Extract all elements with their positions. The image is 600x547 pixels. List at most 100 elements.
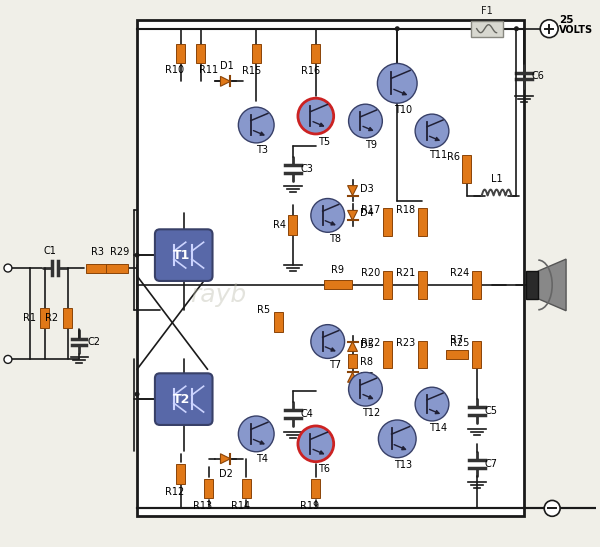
- Circle shape: [4, 264, 12, 272]
- Bar: [472, 271, 481, 299]
- Bar: [204, 479, 213, 498]
- Circle shape: [395, 26, 400, 31]
- Bar: [446, 350, 468, 359]
- Text: R19: R19: [300, 502, 319, 511]
- Text: T8: T8: [329, 234, 341, 245]
- Bar: [176, 44, 185, 63]
- Polygon shape: [220, 77, 230, 86]
- Circle shape: [474, 282, 479, 287]
- Circle shape: [238, 107, 274, 143]
- Text: C7: C7: [485, 459, 497, 469]
- Circle shape: [415, 387, 449, 421]
- Bar: [383, 208, 392, 236]
- Polygon shape: [347, 341, 358, 352]
- Bar: [418, 208, 427, 236]
- Bar: [383, 271, 392, 299]
- Circle shape: [377, 63, 417, 103]
- Bar: [274, 312, 283, 331]
- Circle shape: [419, 352, 425, 357]
- Text: R5: R5: [257, 305, 270, 315]
- Circle shape: [311, 199, 344, 232]
- Bar: [311, 479, 320, 498]
- Circle shape: [238, 416, 274, 452]
- Circle shape: [134, 253, 140, 258]
- Text: T6: T6: [318, 464, 330, 474]
- Text: T2: T2: [173, 393, 190, 406]
- Polygon shape: [538, 259, 566, 311]
- Text: T3: T3: [256, 145, 268, 155]
- Polygon shape: [220, 454, 230, 464]
- Text: 25: 25: [559, 15, 574, 25]
- Circle shape: [349, 373, 382, 406]
- Bar: [196, 44, 205, 63]
- Text: R3: R3: [91, 247, 104, 257]
- Text: R23: R23: [396, 337, 415, 347]
- Circle shape: [298, 98, 334, 134]
- Circle shape: [544, 501, 560, 516]
- Bar: [176, 464, 185, 484]
- Text: VOLTS: VOLTS: [559, 25, 593, 34]
- Text: C5: C5: [485, 406, 497, 416]
- Polygon shape: [347, 211, 358, 220]
- Bar: [418, 341, 427, 368]
- Circle shape: [4, 356, 12, 363]
- Text: R29: R29: [110, 247, 129, 257]
- Text: R11: R11: [199, 66, 218, 75]
- Text: T7: T7: [329, 360, 341, 370]
- Text: F1: F1: [481, 6, 493, 16]
- Polygon shape: [347, 373, 358, 382]
- Text: T1: T1: [173, 249, 190, 261]
- Bar: [40, 308, 49, 328]
- Text: C3: C3: [301, 164, 314, 174]
- Text: R24: R24: [451, 268, 470, 278]
- FancyBboxPatch shape: [155, 229, 212, 281]
- Text: R16: R16: [301, 66, 320, 77]
- Text: T10: T10: [394, 105, 412, 115]
- Text: R1: R1: [23, 313, 36, 323]
- Text: R22: R22: [361, 337, 380, 347]
- FancyBboxPatch shape: [155, 373, 212, 425]
- Circle shape: [134, 392, 140, 397]
- Text: R7: R7: [450, 335, 463, 345]
- Bar: [137, 20, 524, 516]
- Circle shape: [385, 352, 390, 357]
- Bar: [106, 264, 128, 272]
- Text: T13: T13: [394, 459, 412, 470]
- Text: D3: D3: [359, 184, 373, 194]
- Circle shape: [514, 26, 519, 31]
- Text: T9: T9: [365, 140, 377, 150]
- Text: R8: R8: [359, 357, 373, 368]
- Bar: [86, 264, 108, 272]
- Bar: [242, 479, 251, 498]
- Bar: [311, 44, 320, 63]
- Text: R6: R6: [447, 152, 460, 162]
- Circle shape: [298, 426, 334, 462]
- Bar: [348, 354, 357, 368]
- Text: C6: C6: [532, 71, 544, 82]
- Text: C4: C4: [301, 409, 314, 419]
- Text: R2: R2: [46, 313, 59, 323]
- Bar: [472, 341, 481, 368]
- Bar: [63, 308, 72, 328]
- Text: T14: T14: [429, 423, 447, 433]
- Circle shape: [311, 325, 344, 358]
- Text: R14: R14: [231, 502, 250, 511]
- Text: R17: R17: [361, 206, 380, 216]
- Bar: [418, 271, 427, 299]
- Circle shape: [349, 104, 382, 138]
- Text: R25: R25: [451, 337, 470, 347]
- Circle shape: [385, 282, 390, 287]
- Text: D2: D2: [220, 469, 233, 479]
- Circle shape: [540, 20, 558, 38]
- Text: D4: D4: [359, 208, 373, 218]
- Bar: [289, 216, 298, 235]
- Bar: [383, 341, 392, 368]
- Text: R13: R13: [193, 502, 212, 511]
- Text: rayb: rayb: [190, 283, 247, 307]
- Text: T5: T5: [317, 137, 330, 147]
- Bar: [324, 281, 352, 289]
- Bar: [526, 271, 538, 299]
- Text: R12: R12: [165, 486, 184, 497]
- Circle shape: [379, 420, 416, 458]
- Text: L1: L1: [491, 173, 502, 184]
